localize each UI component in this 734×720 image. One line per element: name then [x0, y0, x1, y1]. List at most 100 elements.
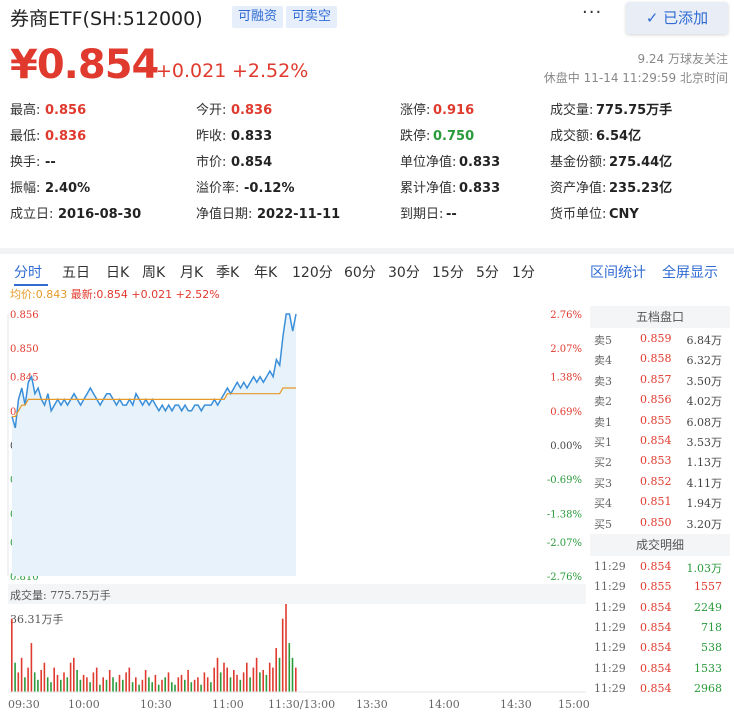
chart-tabs: 分时 五日 日K 周K 月K 季K 年K 120分 60分 30分 15分 5分 1分 区间统计 全屏显示	[0, 248, 734, 286]
tab-7[interactable]: 120分	[292, 265, 333, 281]
order-volume: 6.08万	[686, 415, 723, 429]
volume-bar	[99, 684, 101, 692]
tab-10[interactable]: 15分	[432, 265, 464, 281]
added-watchlist-button[interactable]: ✓ 已添加	[626, 2, 728, 34]
volume-bar	[246, 662, 248, 692]
avg-price-line	[12, 387, 296, 418]
range-stats-button[interactable]: 区间统计	[590, 265, 646, 281]
volume-bar	[206, 677, 209, 692]
volume-bar	[161, 679, 163, 692]
order-book-row: 卖3 0.857 3.50万	[590, 369, 730, 389]
trade-price: 0.854	[640, 641, 672, 655]
volume-bar	[180, 674, 183, 692]
y-right-tick: 2.07%	[550, 344, 582, 355]
trade-price: 0.854	[640, 621, 672, 635]
trade-volume: 718	[701, 621, 722, 635]
price-change: +0.021	[156, 60, 227, 82]
trade-volume: 1.03万	[686, 561, 723, 575]
volume-bar	[151, 682, 153, 692]
latest-price: 最新:0.854 +0.021 +2.52%	[70, 288, 220, 301]
fullscreen-button[interactable]: 全屏显示	[662, 265, 718, 281]
stat-value: 0.833	[231, 129, 273, 144]
order-price: 0.858	[640, 352, 672, 366]
stat-label: 资产净值:	[550, 181, 607, 196]
tab-2[interactable]: 日K	[106, 265, 130, 281]
volume-bar	[275, 648, 277, 692]
market-status: 休盘中 11-14 11:29:59 北京时间	[543, 71, 728, 85]
trade-row: 11:29 0.855 1557	[590, 576, 730, 596]
order-volume: 1.13万	[686, 456, 723, 470]
volume-bar	[108, 670, 111, 692]
volume-bar	[268, 662, 271, 692]
tab-3[interactable]: 周K	[142, 265, 166, 281]
more-icon[interactable]: ···	[582, 2, 603, 23]
tab-5[interactable]: 季K	[216, 265, 240, 281]
tab-9[interactable]: 30分	[388, 265, 420, 281]
stat-value: 235.23亿	[609, 181, 673, 196]
order-volume: 3.20万	[686, 517, 723, 531]
volume-bar	[37, 679, 39, 692]
tab-4[interactable]: 月K	[180, 265, 204, 281]
volume-bar	[53, 667, 55, 692]
trade-volume: 1533	[694, 661, 722, 675]
volume-bar	[63, 672, 65, 692]
volume-bar	[17, 672, 20, 692]
order-price: 0.855	[640, 413, 672, 427]
stat-label: 昨收:	[196, 129, 227, 144]
tab-1[interactable]: 五日	[62, 265, 90, 281]
volume-bar	[190, 682, 193, 692]
y-right-tick: 0.69%	[550, 407, 582, 418]
x-tick-label: 09:30	[8, 698, 40, 711]
stats-row: 换手: -- 市价: 0.854 单位净值: 0.833 基金份额: 275.44亿	[10, 150, 730, 176]
tab-0[interactable]: 分时	[14, 265, 42, 281]
tab-8[interactable]: 60分	[344, 265, 376, 281]
order-volume: 6.32万	[686, 354, 723, 368]
order-volume: 4.11万	[686, 476, 723, 490]
order-book-row: 买2 0.853 1.13万	[590, 450, 730, 470]
tab-6[interactable]: 年K	[254, 265, 278, 281]
trade-time: 11:29	[594, 559, 626, 573]
volume-bar	[219, 672, 222, 692]
order-price: 0.857	[640, 372, 672, 386]
volume-bar	[167, 672, 170, 692]
stats-row: 成立日: 2016-08-30 净值日期: 2022-11-11 到期日: -- 货币单位:…	[10, 202, 730, 228]
trade-time: 11:29	[594, 621, 626, 635]
stat-label: 单位净值:	[400, 155, 457, 170]
stat-label: 市价:	[196, 155, 227, 170]
volume-bar	[236, 674, 238, 692]
stat-label: 溢价率:	[196, 181, 240, 196]
trade-row: 11:29 0.854 1533	[590, 658, 730, 678]
tab-11[interactable]: 5分	[476, 265, 499, 281]
volume-header-bg	[8, 584, 586, 604]
volume-bar	[171, 682, 173, 692]
order-book-row: 卖5 0.859 6.84万	[590, 328, 730, 348]
y-right-tick: -1.38%	[547, 509, 582, 520]
x-tick-label: 15:00	[558, 698, 590, 711]
volume-bar	[154, 674, 157, 692]
volume-bar	[60, 679, 62, 692]
order-side: 买4	[594, 497, 612, 511]
order-side: 卖1	[594, 415, 612, 429]
stat-label: 累计净值:	[400, 181, 457, 196]
tag-margin[interactable]: 可融资	[232, 6, 284, 28]
volume-bar	[229, 677, 232, 692]
stat-label: 到期日:	[400, 207, 444, 222]
trade-volume: 1557	[694, 580, 722, 594]
stat-value: 2022-11-11	[257, 207, 341, 222]
volume-bar	[69, 662, 72, 692]
order-book-title: 五档盘口	[590, 306, 730, 328]
stat-label: 成立日:	[10, 207, 54, 222]
order-book-row: 卖1 0.855 6.08万	[590, 410, 730, 430]
volume-bar	[144, 670, 147, 692]
tag-short[interactable]: 可卖空	[286, 6, 338, 28]
tab-12[interactable]: 1分	[512, 265, 535, 281]
order-volume: 1.94万	[686, 497, 723, 511]
order-book-row: 卖4 0.858 6.32万	[590, 348, 730, 368]
volume-bar	[259, 672, 261, 692]
y-right-tick: 0.00%	[550, 441, 582, 452]
price-change-pct: +2.52%	[232, 60, 309, 82]
intraday-chart[interactable]: 0.8562.76%0.8502.07%0.8451.38%0.8390.69%…	[0, 300, 734, 720]
y-right-tick: -2.76%	[547, 572, 582, 583]
trade-volume: 538	[701, 641, 722, 655]
volume-bar	[174, 684, 176, 692]
